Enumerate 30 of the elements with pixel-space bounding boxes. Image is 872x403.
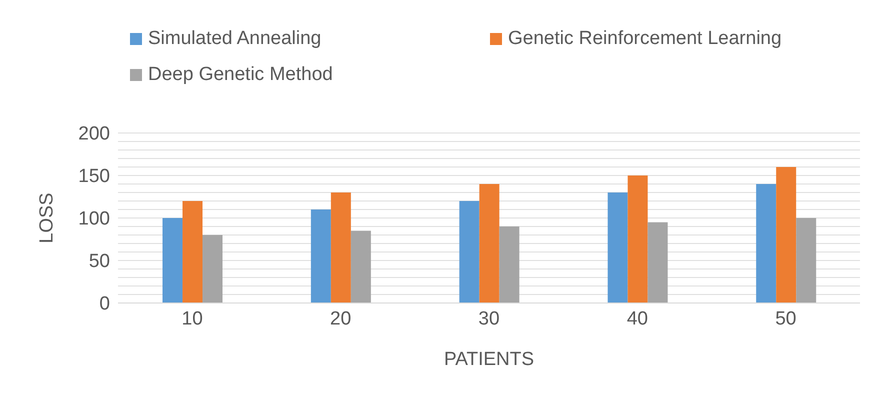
y-tick-label: 200 [78, 124, 110, 145]
bar [202, 235, 223, 303]
bar [608, 192, 628, 303]
bar [628, 176, 648, 303]
bar [310, 210, 331, 303]
x-tick-label: 40 [626, 308, 648, 330]
y-axis-title: LOSS [36, 192, 58, 244]
bar [182, 201, 203, 303]
bar [756, 184, 776, 303]
legend-label: Simulated Annealing [148, 28, 322, 50]
x-axis-title: PATIENTS [444, 349, 534, 370]
bar [648, 222, 668, 303]
bar [162, 218, 183, 303]
legend-label: Deep Genetic Method [148, 64, 333, 86]
bar [350, 230, 371, 303]
x-tick-label: 10 [182, 308, 203, 330]
y-tick-label: 50 [88, 251, 110, 272]
bar [796, 218, 816, 303]
legend-label: Genetic Reinforcement Learning [508, 28, 782, 50]
x-tick-label: 50 [775, 308, 796, 330]
bar [459, 201, 480, 303]
y-tick-label: 100 [78, 208, 110, 230]
bar [776, 167, 796, 303]
bar [499, 226, 520, 303]
x-tick-label: 20 [330, 308, 352, 330]
bar [479, 184, 500, 303]
y-tick-label: 0 [99, 294, 110, 315]
y-tick-label: 150 [78, 166, 110, 188]
bar [330, 192, 351, 303]
x-tick-label: 30 [478, 308, 500, 330]
